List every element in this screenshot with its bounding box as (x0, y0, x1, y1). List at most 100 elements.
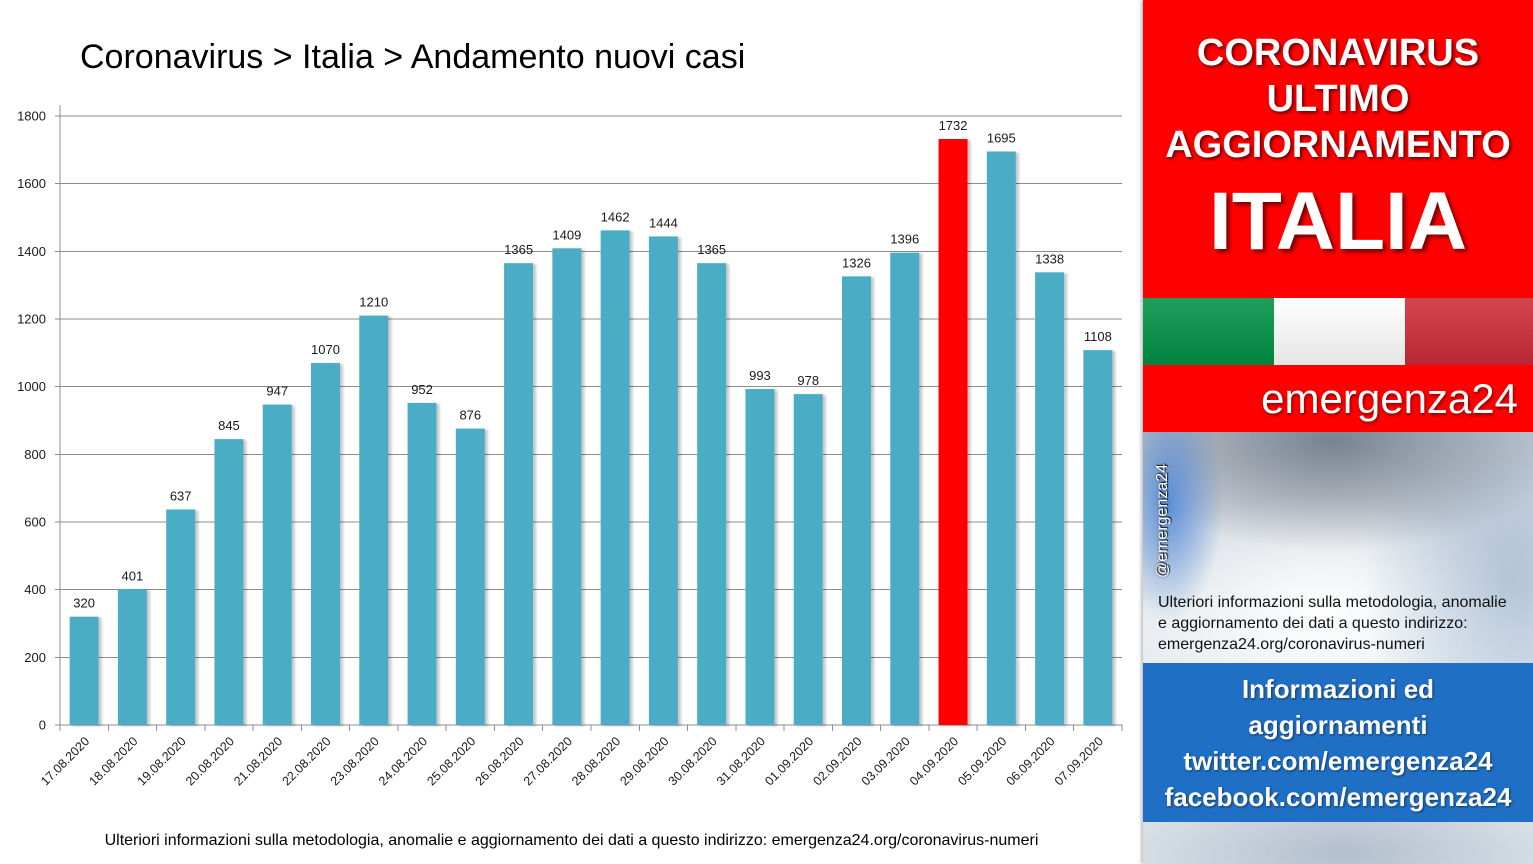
italian-flag (1143, 298, 1533, 365)
y-tick-label: 1000 (17, 379, 46, 394)
bar (842, 276, 871, 725)
methodology-note: Ulteriori informazioni sulla metodologia… (1158, 592, 1507, 655)
data-label: 1732 (939, 118, 968, 133)
data-label: 993 (749, 368, 771, 383)
bar (455, 428, 485, 725)
x-tick-label: 22.08.2020 (279, 734, 333, 788)
bar (986, 151, 1016, 725)
data-label: 1444 (649, 215, 678, 230)
flag-red-stripe (1405, 298, 1533, 365)
y-tick-label: 800 (24, 447, 46, 462)
bar (552, 248, 582, 725)
data-label: 401 (122, 568, 144, 583)
bar (938, 139, 968, 726)
x-tick-label: 30.08.2020 (666, 734, 720, 788)
y-tick-label: 200 (24, 650, 46, 665)
x-tick-label: 31.08.2020 (714, 734, 768, 788)
headline: CORONAVIRUS ULTIMO AGGIORNAMENTO (1143, 30, 1533, 168)
flag-green-stripe (1143, 298, 1274, 365)
note-line: e aggiornamento dei dati a questo indiri… (1158, 615, 1468, 632)
y-tick-label: 1200 (17, 312, 46, 327)
bar (214, 439, 244, 725)
x-tick-label: 29.08.2020 (617, 734, 671, 788)
x-tick-labels: 17.08.202018.08.202019.08.202020.08.2020… (38, 734, 1106, 788)
headline-line-coronavirus: CORONAVIRUS (1196, 32, 1480, 74)
data-label: 845 (218, 418, 240, 433)
y-tick-label: 1600 (17, 176, 46, 191)
x-tick-label: 04.09.2020 (907, 734, 961, 788)
y-tick-label: 600 (24, 515, 46, 530)
note-line: emergenza24.org/coronavirus-numeri (1158, 636, 1425, 653)
methodology-footnote: Ulteriori informazioni sulla metodologia… (104, 832, 1039, 849)
info-sidebar: CORONAVIRUS ULTIMO AGGIORNAMENTO ITALIA … (1143, 0, 1533, 864)
data-label: 952 (411, 382, 433, 397)
chart-title: Coronavirus > Italia > Andamento nuovi c… (80, 38, 746, 76)
x-tick-label: 25.08.2020 (424, 734, 478, 788)
data-label: 1409 (552, 227, 581, 242)
info-line: aggiornamenti (1248, 710, 1428, 740)
bar-chart: 0 200 400 600 800 1000 1200 1400 1600 1800 320 401 6… (17, 105, 1123, 788)
x-tick-label: 07.09.2020 (1052, 734, 1106, 788)
bar (117, 589, 147, 725)
data-label: 1108 (1084, 329, 1112, 344)
x-tick-label: 27.08.2020 (521, 734, 575, 788)
bar (1035, 272, 1065, 725)
y-tick-label: 1400 (17, 244, 46, 259)
x-tick-label: 18.08.2020 (86, 734, 140, 788)
data-label: 1396 (890, 232, 919, 247)
social-handle: @emergenza24 (1154, 463, 1171, 579)
data-label: 1462 (601, 209, 630, 224)
data-label: 1326 (842, 255, 871, 270)
chart-panel: 0 200 400 600 800 1000 1200 1400 1600 1800 320 401 6… (17, 38, 1123, 849)
x-tick-label: 17.08.2020 (38, 734, 92, 788)
y-tick-label: 0 (39, 718, 46, 733)
bar (69, 616, 99, 725)
data-label: 1070 (311, 342, 340, 357)
data-label: 1695 (987, 131, 1016, 146)
brand-banner: emergenza24 (1143, 365, 1533, 432)
x-tick-label: 23.08.2020 (328, 734, 382, 788)
bar (745, 389, 775, 725)
bar (359, 315, 389, 725)
data-label: 320 (73, 596, 95, 611)
bar (648, 236, 678, 726)
bar (311, 362, 340, 725)
info-line: Informazioni ed (1241, 674, 1435, 704)
brand-name: emergenza24 (1261, 375, 1518, 422)
x-tick-label: 06.09.2020 (1004, 734, 1058, 788)
x-tick-label: 24.08.2020 (376, 734, 430, 788)
x-tick-label: 03.09.2020 (859, 734, 913, 788)
x-tick-label: 02.09.2020 (810, 734, 864, 788)
x-tick-label: 20.08.2020 (183, 734, 237, 788)
headline-banner: CORONAVIRUS ULTIMO AGGIORNAMENTO ITALIA (1143, 0, 1533, 298)
bar (793, 394, 823, 725)
bar (600, 230, 630, 725)
y-tick-label: 400 (24, 582, 46, 597)
y-tick-labels: 0 200 400 600 800 1000 1200 1400 1600 1800 (17, 109, 46, 733)
bars (69, 139, 1113, 726)
data-label: 1210 (359, 295, 388, 310)
bar (1083, 350, 1113, 725)
data-label: 1338 (1035, 251, 1064, 266)
data-label: 978 (797, 373, 819, 388)
y-tick-label: 1800 (17, 109, 46, 124)
data-label: 947 (266, 384, 288, 399)
data-label: 1365 (504, 242, 533, 257)
flag-white-stripe (1274, 298, 1405, 365)
bar (697, 263, 727, 725)
headline-line-aggiornamento: AGGIORNAMENTO (1165, 124, 1511, 166)
headline-line-ultimo: ULTIMO (1266, 78, 1410, 120)
country-name: ITALIA (1208, 176, 1468, 267)
bar (890, 252, 920, 726)
facebook-address: facebook.com/emergenza24 (1164, 782, 1512, 812)
social-info-banner: Informazioni ed aggiornamenti twitter.co… (1143, 663, 1533, 822)
bar (166, 509, 196, 725)
bar (504, 263, 534, 725)
x-tick-label: 19.08.2020 (135, 734, 189, 788)
bar (262, 404, 292, 725)
x-tick-label: 05.09.2020 (955, 734, 1009, 788)
data-label: 876 (459, 408, 481, 423)
data-labels: 320 401 637 845 947 1070 1210 952 876 1365 1409 146… (73, 118, 1112, 611)
bar (407, 402, 437, 725)
x-tick-label: 26.08.2020 (473, 734, 527, 788)
